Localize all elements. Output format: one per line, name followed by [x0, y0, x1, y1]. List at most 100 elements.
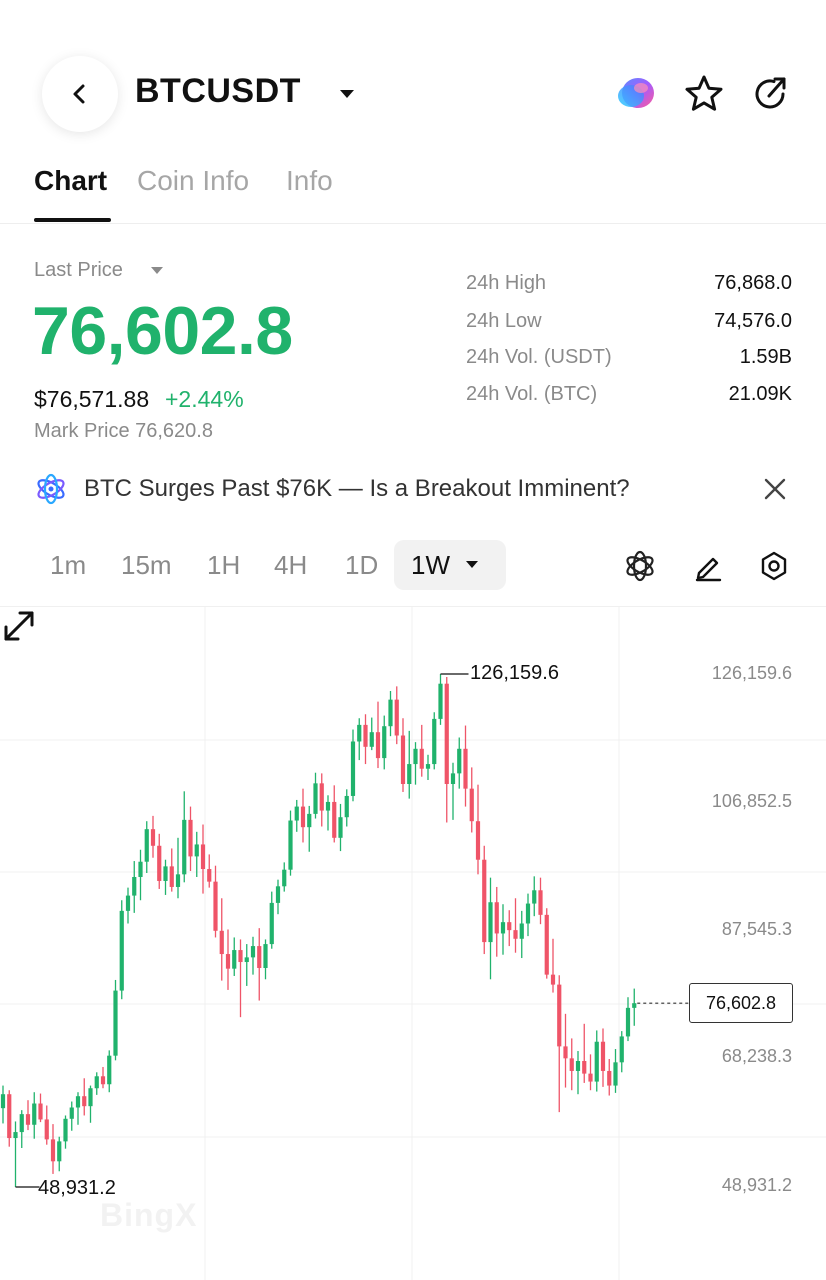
tab-coin-info[interactable]: Coin Info [137, 165, 250, 196]
caret-down-icon[interactable] [465, 560, 479, 570]
candle-body [588, 1073, 593, 1082]
news-banner[interactable]: BTC Surges Past $76K — Is a Breakout Imm… [0, 470, 826, 510]
candle-body [250, 946, 256, 958]
candle-body [69, 1107, 74, 1119]
candle-body [238, 950, 243, 963]
candle-body [307, 813, 312, 828]
tab-info[interactable]: Info [286, 165, 333, 196]
hexagon-settings-icon[interactable] [754, 546, 794, 586]
candle-body [475, 821, 481, 860]
candle-body [219, 930, 224, 955]
tab-bar: Chart Coin Info Info [0, 160, 826, 224]
candle-body [194, 844, 199, 857]
candle-body [407, 764, 412, 784]
candle-body [357, 724, 362, 742]
expand-icon[interactable] [0, 607, 38, 645]
interval-1h[interactable]: 1H [207, 550, 241, 580]
candle-body [169, 866, 174, 887]
candle-body [494, 902, 499, 934]
candle-body [107, 1055, 112, 1085]
interval-1w[interactable]: 1W [411, 550, 450, 580]
candle-body [557, 984, 562, 1047]
y-axis-tick: 106,852.5 [711, 791, 792, 811]
stat-label-24h-high: 24h High [466, 272, 547, 294]
candle-body [113, 990, 118, 1056]
news-headline[interactable]: BTC Surges Past $76K — Is a Breakout Imm… [84, 475, 630, 502]
atom-icon[interactable] [620, 546, 660, 586]
last-price-label[interactable]: Last Price [34, 259, 123, 281]
star-icon[interactable] [684, 74, 724, 114]
pencil-icon[interactable] [688, 546, 728, 586]
candle-body [182, 819, 187, 875]
candle-body [319, 783, 324, 811]
candle-body [175, 874, 181, 887]
candle-body [363, 724, 368, 747]
candle-body [132, 876, 137, 896]
candle-body [213, 881, 218, 931]
candle-body [594, 1041, 599, 1082]
share-icon[interactable] [751, 74, 791, 114]
tab-chart[interactable]: Chart [34, 165, 108, 196]
candle-body [57, 1141, 62, 1162]
candle-body [300, 806, 306, 828]
price-chart[interactable]: BingX 126,159.6 106,852.5 87,545.3 68,23… [0, 606, 826, 1280]
ai-orb-icon[interactable] [616, 74, 656, 114]
candle-body [488, 902, 493, 943]
active-tab-indicator [34, 218, 111, 222]
candle-body [332, 801, 337, 838]
watermark-logo: BingX [100, 1197, 198, 1233]
candle-body [432, 718, 437, 765]
candle-body [600, 1041, 606, 1071]
stat-value-24h-vol-btc: 21.09K [728, 383, 792, 405]
usd-price: $76,571.88 [34, 386, 150, 412]
candle-body [244, 957, 249, 963]
candle-body [575, 1060, 581, 1071]
current-price-tag: 76,602.8 [689, 983, 793, 1023]
candle-body [294, 806, 299, 821]
candle-body [119, 910, 124, 991]
candle-body [138, 861, 143, 877]
close-icon[interactable] [762, 476, 788, 502]
y-axis-tick: 87,545.3 [721, 919, 792, 939]
candle-body [50, 1139, 56, 1162]
candle-body [625, 1007, 631, 1037]
y-axis-tick: 126,159.6 [711, 663, 792, 683]
candle-body [563, 1046, 568, 1059]
candle-body [382, 726, 387, 759]
interval-bar: 1m 15m 1H 4H 1D 1W [0, 538, 826, 592]
candle-body [525, 903, 531, 924]
candle-body [13, 1132, 18, 1139]
interval-selected-bg [394, 540, 506, 590]
candle-body [269, 902, 274, 945]
candle-body [338, 817, 343, 838]
candle-body [313, 783, 318, 814]
candle-body [500, 922, 506, 934]
y-axis-tick: 68,238.3 [721, 1046, 792, 1066]
high-marker-label: 126,159.6 [470, 662, 559, 684]
candle-body [369, 732, 374, 747]
caret-down-icon[interactable] [150, 266, 164, 276]
candle-body [200, 844, 206, 870]
candle-body [150, 829, 156, 846]
candle-body [282, 869, 287, 887]
candle-body [425, 764, 431, 769]
chevron-left-icon [73, 84, 85, 104]
interval-15m[interactable]: 15m [121, 550, 172, 580]
candle-body [607, 1070, 612, 1086]
candle-body [388, 699, 393, 727]
caret-down-icon[interactable] [338, 88, 356, 100]
candlestick-chart[interactable] [0, 607, 826, 1280]
back-button[interactable] [42, 56, 118, 132]
symbol-title[interactable]: BTCUSDT [135, 72, 301, 110]
candle-body [400, 735, 406, 784]
candle-body [469, 788, 474, 822]
interval-4h[interactable]: 4H [274, 550, 308, 580]
price-change-percent: +2.44% [165, 386, 244, 412]
candle-body [544, 914, 549, 975]
interval-1d[interactable]: 1D [345, 550, 379, 580]
candle-body [19, 1114, 24, 1133]
stat-value-24h-high: 76,868.0 [714, 272, 792, 294]
candle-body [257, 946, 262, 969]
interval-1m[interactable]: 1m [50, 550, 87, 580]
candle-body [63, 1118, 68, 1142]
